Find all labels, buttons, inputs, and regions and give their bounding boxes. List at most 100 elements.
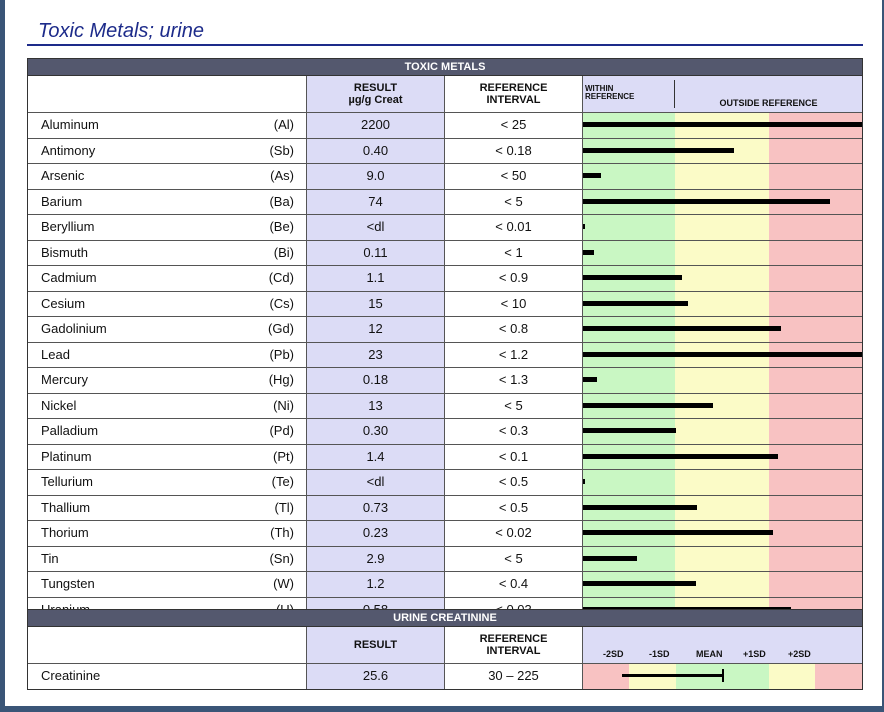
creatinine-row: Creatinine 25.6 30 – 225 (28, 663, 862, 689)
zone-mid (675, 215, 769, 240)
zone-outside (769, 266, 862, 291)
element-cell: Cesium (Cs) (28, 291, 307, 316)
level-graph (583, 419, 862, 445)
element-symbol: (Tl) (274, 499, 295, 515)
element-cell: Antimony (Sb) (28, 138, 307, 163)
element-name: Aluminum (41, 117, 99, 132)
element-name: Cadmium (41, 270, 97, 285)
page-title: Toxic Metals; urine (38, 20, 204, 42)
element-symbol: (Te) (271, 474, 294, 489)
level-graph (583, 164, 862, 190)
result-value: 1.2 (307, 572, 445, 597)
element-cell: Beryllium (Be) (28, 215, 307, 240)
table-row: Tellurium (Te) <dl < 0.5 (28, 469, 862, 496)
level-bar (583, 122, 862, 127)
level-graph (583, 240, 862, 266)
table-row: Bismuth (Bi) 0.11 < 1 (28, 239, 862, 266)
element-name: Thallium (41, 499, 91, 515)
element-name: Beryllium (41, 219, 95, 234)
reference-interval: < 0.01 (445, 215, 583, 240)
element-symbol: (Ba) (269, 193, 294, 209)
zone-outside (769, 572, 862, 597)
zone-mid (675, 419, 769, 444)
header-outside: OUTSIDE REFERENCE (719, 98, 818, 108)
level-bar (583, 530, 773, 535)
level-bar (583, 275, 682, 280)
zone-within (583, 470, 675, 495)
table-row: Tungsten (W) 1.2 < 0.4 (28, 571, 862, 598)
zone-outside (769, 470, 862, 495)
zone-mid (675, 368, 769, 393)
level-graph (583, 266, 862, 292)
element-symbol: (Gd) (268, 321, 294, 336)
header-result-units: µg/g Creat (348, 94, 403, 106)
reference-interval: < 25 (445, 113, 583, 138)
level-graph (583, 215, 862, 241)
result-value: 12 (307, 317, 445, 342)
zone-mid (675, 240, 769, 265)
table-row: Cesium (Cs) 15 < 10 (28, 290, 862, 317)
zone-low-red (583, 664, 629, 689)
reference-interval: < 0.5 (445, 495, 583, 520)
sd-label: MEAN (696, 649, 723, 659)
reference-interval: < 0.4 (445, 572, 583, 597)
level-bar (583, 300, 688, 306)
header-result: RESULT µg/g Creat (307, 76, 445, 112)
level-graph (583, 444, 862, 470)
element-symbol: (Cd) (268, 270, 294, 285)
level-bar (583, 453, 778, 459)
level-graph (583, 113, 862, 139)
creat-header-ref-line1: REFERENCE (479, 633, 548, 645)
level-graph (583, 546, 862, 572)
element-symbol: (Th) (270, 525, 294, 540)
element-name: Platinum (41, 448, 92, 464)
toxic-metals-rows: Aluminum (Al) 2200 < 25 Antimony (Sb) 0.40 < 0.… (28, 112, 862, 623)
reference-interval: < 0.8 (445, 317, 583, 342)
zone-outside (769, 164, 862, 189)
level-graph (583, 368, 862, 394)
zone-within (583, 368, 675, 393)
reference-interval: < 5 (445, 189, 583, 214)
level-bar (583, 198, 830, 204)
element-cell: Arsenic (As) (28, 164, 307, 189)
result-value: 0.18 (307, 368, 445, 393)
element-symbol: (Cs) (269, 295, 294, 311)
level-graph (583, 521, 862, 547)
creatinine-name: Creatinine (41, 668, 101, 683)
element-cell: Barium (Ba) (28, 189, 307, 214)
reference-interval: < 0.3 (445, 419, 583, 444)
creatinine-bar (622, 674, 723, 677)
reference-interval: < 0.5 (445, 470, 583, 495)
zone-outside (769, 393, 862, 418)
result-value: 74 (307, 189, 445, 214)
header-within: WITHIN REFERENCE (585, 85, 634, 101)
level-bar (583, 581, 696, 586)
element-name: Gadolinium (41, 321, 107, 336)
table-row: Lead (Pb) 23 < 1.2 (28, 341, 862, 368)
element-name: Barium (41, 193, 83, 209)
result-value: 0.73 (307, 495, 445, 520)
creat-header-sd-scale: -2SD -1SD MEAN +1SD +2SD (583, 627, 862, 663)
header-reference: REFERENCE INTERVAL (445, 76, 583, 112)
section-header-creatinine: URINE CREATININE (27, 609, 863, 627)
element-symbol: (Pb) (269, 346, 294, 362)
reference-interval: < 0.02 (445, 521, 583, 546)
element-symbol: (Pd) (269, 423, 294, 438)
reference-interval: < 0.18 (445, 138, 583, 163)
result-value: 23 (307, 342, 445, 367)
level-graph (583, 470, 862, 496)
result-value: <dl (307, 470, 445, 495)
title-divider (27, 44, 863, 46)
level-graph (583, 572, 862, 598)
table-row: Antimony (Sb) 0.40 < 0.18 (28, 137, 862, 164)
element-symbol: (Pt) (273, 448, 294, 464)
zone-outside (769, 317, 862, 342)
header-graph: WITHIN REFERENCE OUTSIDE REFERENCE (583, 76, 862, 112)
element-name: Tellurium (41, 474, 94, 489)
table-row: Thallium (Tl) 0.73 < 0.5 (28, 494, 862, 521)
zone-outside (769, 138, 862, 163)
zone-mid (675, 546, 769, 571)
table-row: Arsenic (As) 9.0 < 50 (28, 163, 862, 190)
element-cell: Platinum (Pt) (28, 444, 307, 469)
level-bar (583, 326, 781, 331)
